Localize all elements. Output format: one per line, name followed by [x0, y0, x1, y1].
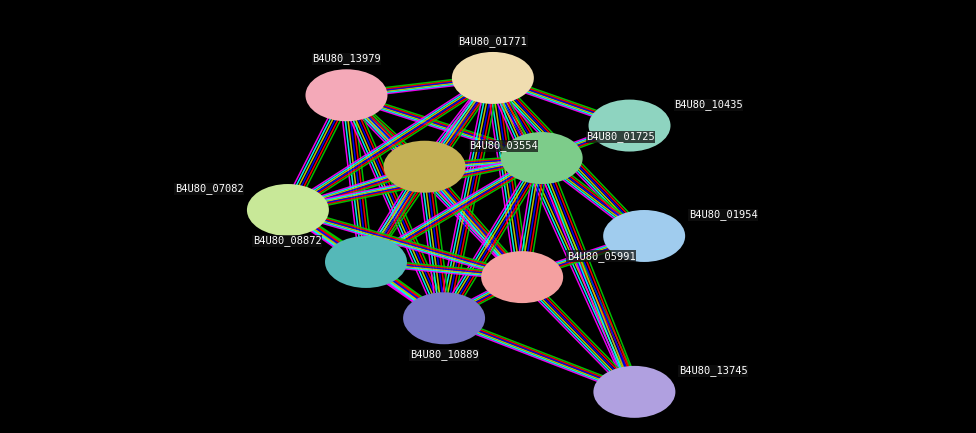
- Ellipse shape: [247, 184, 329, 236]
- Text: B4U80_10889: B4U80_10889: [410, 349, 478, 360]
- Ellipse shape: [593, 366, 675, 418]
- Ellipse shape: [452, 52, 534, 104]
- Text: B4U80_01954: B4U80_01954: [689, 210, 757, 220]
- Ellipse shape: [403, 292, 485, 344]
- Text: B4U80_10435: B4U80_10435: [674, 99, 743, 110]
- Text: B4U80_07082: B4U80_07082: [175, 184, 243, 194]
- Ellipse shape: [481, 251, 563, 303]
- Text: B4U80_01725: B4U80_01725: [587, 132, 655, 142]
- Ellipse shape: [501, 132, 583, 184]
- Ellipse shape: [603, 210, 685, 262]
- Text: B4U80_08872: B4U80_08872: [253, 236, 321, 246]
- Ellipse shape: [384, 141, 466, 193]
- Text: B4U80_13979: B4U80_13979: [312, 53, 381, 64]
- Ellipse shape: [325, 236, 407, 288]
- Text: B4U80_13745: B4U80_13745: [679, 365, 748, 376]
- Text: B4U80_05991: B4U80_05991: [567, 251, 635, 262]
- Text: B4U80_03554: B4U80_03554: [469, 140, 538, 151]
- Text: B4U80_01771: B4U80_01771: [459, 36, 527, 47]
- Ellipse shape: [589, 100, 671, 152]
- Ellipse shape: [305, 69, 387, 121]
